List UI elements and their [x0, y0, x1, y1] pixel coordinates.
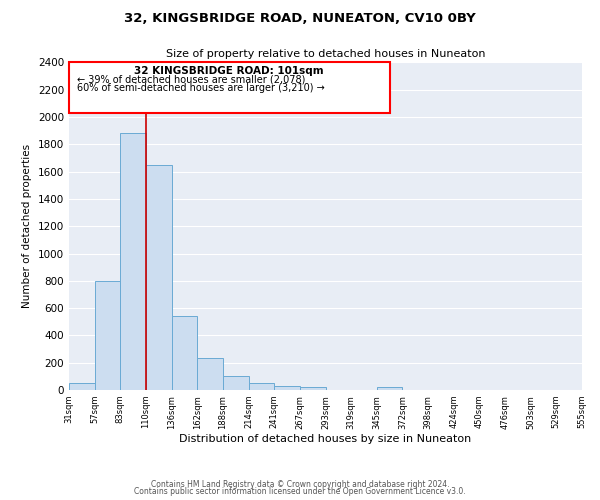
Text: 60% of semi-detached houses are larger (3,210) →: 60% of semi-detached houses are larger (… [77, 83, 325, 93]
Bar [248, 383, 274, 390]
Bar [274, 386, 300, 390]
Text: Contains public sector information licensed under the Open Government Licence v3: Contains public sector information licen… [134, 488, 466, 496]
Bar [172, 316, 197, 390]
X-axis label: Distribution of detached houses by size in Nuneaton: Distribution of detached houses by size … [179, 434, 472, 444]
Text: ← 39% of detached houses are smaller (2,078): ← 39% of detached houses are smaller (2,… [77, 75, 305, 85]
Bar [95, 281, 121, 390]
Bar [146, 165, 172, 390]
Bar [69, 62, 389, 113]
Title: Size of property relative to detached houses in Nuneaton: Size of property relative to detached ho… [166, 49, 485, 59]
Text: 32, KINGSBRIDGE ROAD, NUNEATON, CV10 0BY: 32, KINGSBRIDGE ROAD, NUNEATON, CV10 0BY [124, 12, 476, 26]
Text: 32 KINGSBRIDGE ROAD: 101sqm: 32 KINGSBRIDGE ROAD: 101sqm [134, 66, 324, 76]
Bar [69, 383, 95, 390]
Bar [377, 388, 403, 390]
Bar [300, 388, 325, 390]
Bar [223, 376, 248, 390]
Text: Contains HM Land Registry data © Crown copyright and database right 2024.: Contains HM Land Registry data © Crown c… [151, 480, 449, 489]
Y-axis label: Number of detached properties: Number of detached properties [22, 144, 32, 308]
Bar [197, 358, 223, 390]
Bar [121, 134, 146, 390]
